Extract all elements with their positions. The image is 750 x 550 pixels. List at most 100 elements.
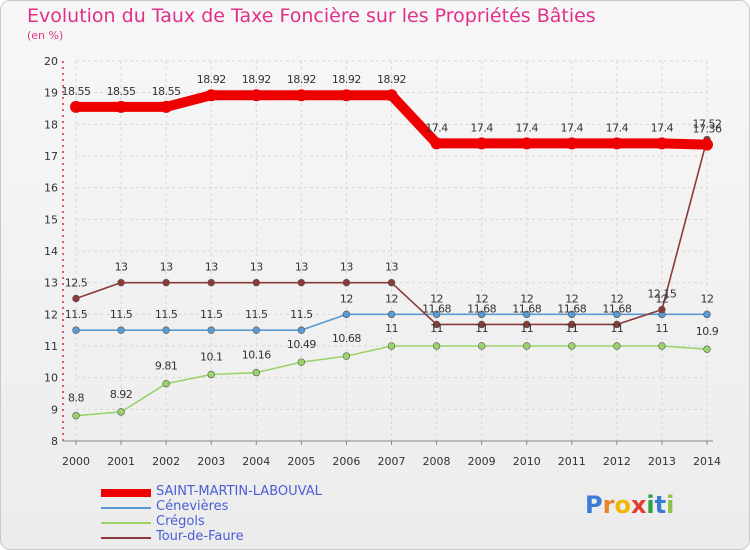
chart-title: Evolution du Taux de Taxe Foncière sur l… bbox=[27, 5, 596, 27]
data-label: 11.5 bbox=[155, 308, 178, 321]
data-label: 10.1 bbox=[200, 351, 223, 364]
data-point bbox=[387, 310, 396, 319]
data-label: 11 bbox=[475, 322, 488, 335]
data-label: 12 bbox=[655, 292, 668, 305]
data-label: 18.55 bbox=[152, 85, 181, 98]
data-point bbox=[342, 352, 351, 360]
data-point bbox=[703, 345, 711, 353]
logo-letter: r bbox=[602, 491, 615, 519]
data-label: 18.55 bbox=[107, 85, 136, 98]
data-label: 13 bbox=[295, 261, 308, 274]
data-point bbox=[207, 326, 215, 334]
data-point bbox=[658, 342, 666, 350]
y-tick-label: 18 bbox=[44, 118, 58, 131]
data-label: 12 bbox=[340, 292, 353, 305]
data-label: 10.9 bbox=[696, 325, 719, 338]
legend-swatch bbox=[101, 537, 151, 539]
data-label: 17.4 bbox=[470, 121, 493, 134]
data-label: 18.92 bbox=[377, 73, 406, 86]
data-label: 11.68 bbox=[557, 302, 586, 315]
data-label: 17.36 bbox=[693, 123, 722, 136]
x-tick-label: 2002 bbox=[152, 455, 180, 468]
logo-letter: t bbox=[654, 491, 667, 519]
data-point bbox=[72, 411, 80, 420]
data-label: 18.55 bbox=[62, 85, 91, 98]
data-label: 12 bbox=[565, 292, 578, 305]
data-point bbox=[387, 342, 396, 350]
data-point bbox=[252, 326, 260, 334]
data-point bbox=[430, 137, 443, 150]
data-point bbox=[477, 320, 486, 329]
data-label: 11 bbox=[430, 322, 443, 335]
data-point bbox=[610, 137, 623, 150]
data-label: 13 bbox=[115, 261, 128, 274]
data-point bbox=[477, 342, 486, 350]
data-label: 8.92 bbox=[110, 388, 133, 401]
data-label: 17.4 bbox=[606, 121, 629, 134]
legend-label: SAINT-MARTIN-LABOUVAL bbox=[156, 484, 322, 499]
data-point bbox=[207, 278, 215, 287]
data-label: 17.4 bbox=[515, 121, 538, 134]
x-tick-label: 2008 bbox=[423, 455, 451, 468]
data-point bbox=[342, 278, 351, 287]
data-label: 18.92 bbox=[332, 73, 361, 86]
data-point bbox=[613, 320, 621, 329]
series-line bbox=[71, 90, 712, 150]
data-point bbox=[162, 278, 170, 287]
data-point bbox=[162, 379, 170, 388]
data-point bbox=[340, 89, 353, 102]
data-point bbox=[72, 326, 80, 334]
data-point bbox=[117, 326, 125, 334]
data-point bbox=[385, 89, 398, 102]
y-tick-label: 14 bbox=[44, 245, 58, 258]
logo-letter: P bbox=[585, 491, 603, 519]
data-label: 13 bbox=[385, 261, 398, 274]
x-tick-label: 2000 bbox=[62, 455, 90, 468]
data-point bbox=[297, 326, 306, 334]
logo-letter: o bbox=[614, 491, 631, 519]
data-point bbox=[701, 138, 713, 151]
data-label: 10.16 bbox=[242, 349, 271, 362]
data-label: 11 bbox=[385, 322, 398, 335]
data-label: 11.68 bbox=[512, 302, 541, 315]
data-label: 11 bbox=[565, 322, 578, 335]
data-point bbox=[475, 137, 488, 150]
data-label: 13 bbox=[205, 261, 218, 274]
data-label: 11 bbox=[520, 322, 533, 335]
data-point bbox=[568, 310, 576, 319]
data-label: 12 bbox=[610, 292, 623, 305]
x-tick-label: 2003 bbox=[197, 455, 225, 468]
data-point bbox=[72, 294, 80, 303]
data-label: 8.8 bbox=[68, 392, 84, 405]
data-point bbox=[250, 89, 263, 102]
data-point bbox=[115, 100, 128, 113]
y-tick-label: 16 bbox=[44, 182, 58, 195]
legend-swatch bbox=[101, 507, 151, 509]
x-tick-label: 2007 bbox=[378, 455, 406, 468]
data-label: 13 bbox=[250, 261, 263, 274]
data-point bbox=[613, 310, 621, 319]
data-label: 18.92 bbox=[197, 73, 226, 86]
data-label: 17.4 bbox=[425, 121, 448, 134]
data-point bbox=[117, 408, 125, 416]
data-label: 17.4 bbox=[651, 121, 674, 134]
data-label: 11.5 bbox=[200, 308, 223, 321]
data-point bbox=[520, 137, 533, 150]
data-point bbox=[568, 342, 576, 350]
data-point bbox=[297, 278, 306, 287]
data-label: 12 bbox=[430, 292, 443, 305]
data-point bbox=[252, 368, 260, 377]
x-tick-label: 2001 bbox=[107, 455, 135, 468]
data-label: 11.5 bbox=[65, 308, 88, 321]
data-label: 13 bbox=[340, 261, 353, 274]
y-tick-label: 15 bbox=[44, 213, 58, 226]
data-point bbox=[207, 370, 215, 379]
data-label: 11.68 bbox=[602, 302, 631, 315]
data-point bbox=[205, 89, 218, 102]
logo-letter: i bbox=[666, 491, 675, 519]
x-tick-label: 2009 bbox=[468, 455, 496, 468]
data-label: 11.5 bbox=[290, 308, 313, 321]
x-tick-label: 2014 bbox=[693, 455, 721, 468]
